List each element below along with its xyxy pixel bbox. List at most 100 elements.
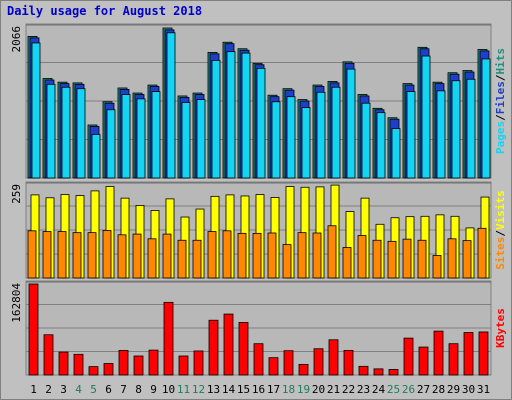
sites-bar-day-27 xyxy=(417,239,427,279)
kbytes-bar-day-8 xyxy=(133,355,144,376)
sites-bar-day-17 xyxy=(267,232,277,279)
pages-bar-day-21 xyxy=(331,86,341,179)
pages-bar-day-6 xyxy=(106,109,116,179)
kbytes-bar-day-7 xyxy=(118,350,129,376)
kbytes-bar-day-13 xyxy=(208,319,219,376)
sites-bar-day-3 xyxy=(57,231,67,279)
pages-bar-day-1 xyxy=(31,42,41,179)
kbytes-bar-day-11 xyxy=(178,355,189,376)
kbytes-bar-day-9 xyxy=(148,349,159,376)
sites-bar-day-25 xyxy=(387,240,397,279)
pages-bar-day-15 xyxy=(241,52,251,179)
x-tick-day-18: 18 xyxy=(282,383,295,396)
kbytes-bar-day-5 xyxy=(88,366,99,376)
kbytes-bar-day-20 xyxy=(313,348,324,376)
visitors-legend-part-2: / xyxy=(494,230,507,237)
chart-title: Daily usage for August 2018 xyxy=(7,4,203,18)
x-tick-day-11: 11 xyxy=(177,383,190,396)
visitors-max-label: 259 xyxy=(10,184,23,204)
sites-bar-day-28 xyxy=(432,255,442,279)
sites-bar-day-20 xyxy=(312,232,322,279)
kbytes-bar-day-15 xyxy=(238,322,249,376)
pages-bar-day-26 xyxy=(406,91,416,179)
kbytes-bar-day-21 xyxy=(328,339,339,376)
x-tick-day-5: 5 xyxy=(90,383,97,396)
x-tick-day-6: 6 xyxy=(105,383,112,396)
pages-bar-day-27 xyxy=(421,55,431,179)
pages-bar-day-13 xyxy=(211,59,221,179)
kbytes-bar-day-31 xyxy=(478,331,489,376)
pages-bar-day-23 xyxy=(361,102,371,179)
x-tick-day-23: 23 xyxy=(357,383,370,396)
pages-bar-day-12 xyxy=(196,99,206,179)
requests-legend-part-1: Pages xyxy=(494,121,507,154)
sites-bar-day-6 xyxy=(102,230,112,279)
kbytes-bar-day-16 xyxy=(253,343,264,376)
x-tick-day-14: 14 xyxy=(222,383,236,396)
x-tick-day-28: 28 xyxy=(432,383,445,396)
pages-bar-day-17 xyxy=(271,101,281,179)
x-tick-day-20: 20 xyxy=(312,383,325,396)
pages-bar-day-25 xyxy=(391,128,401,179)
visitors-legend-part-1: Sites xyxy=(494,237,507,270)
visitors-legend: Sites/Visits xyxy=(494,190,507,270)
pages-bar-day-9 xyxy=(151,91,161,179)
pages-bar-day-24 xyxy=(376,112,386,179)
sites-bar-day-7 xyxy=(117,234,127,279)
kbytes-bar-day-3 xyxy=(58,351,69,376)
kbytes-bar-day-2 xyxy=(43,334,54,376)
kbytes-bar-day-4 xyxy=(73,353,84,376)
kbytes-bar-day-26 xyxy=(403,337,414,376)
pages-bar-day-14 xyxy=(226,51,236,179)
kbytes-bar-day-29 xyxy=(448,343,459,376)
kbytes-bar-day-14 xyxy=(223,313,234,376)
x-tick-day-8: 8 xyxy=(135,383,142,396)
pages-bar-day-7 xyxy=(121,94,131,179)
sites-bar-day-2 xyxy=(42,231,52,279)
kbytes-bar-day-28 xyxy=(433,330,444,376)
sites-bar-day-21 xyxy=(327,225,337,279)
x-tick-day-4: 4 xyxy=(75,383,82,396)
x-tick-day-30: 30 xyxy=(462,383,475,396)
kbytes-bar-day-1 xyxy=(28,283,39,376)
x-tick-day-16: 16 xyxy=(252,383,265,396)
sites-bar-day-23 xyxy=(357,235,367,279)
pages-bar-day-18 xyxy=(286,96,296,179)
pages-bar-day-4 xyxy=(76,88,86,179)
requests-legend-part-3: Files xyxy=(494,81,507,114)
kbytes-bar-day-22 xyxy=(343,350,354,376)
pages-bar-day-29 xyxy=(451,80,461,179)
requests-legend: Pages/Files/Hits xyxy=(494,48,507,154)
kbytes-bar-day-25 xyxy=(388,369,399,376)
x-tick-day-29: 29 xyxy=(447,383,460,396)
sites-bar-day-26 xyxy=(402,238,412,279)
x-tick-day-21: 21 xyxy=(327,383,340,396)
pages-bar-day-28 xyxy=(436,90,446,179)
x-tick-day-12: 12 xyxy=(192,383,205,396)
kbytes-bar-day-17 xyxy=(268,357,279,376)
kbytes-max-label: 162804 xyxy=(10,283,23,323)
x-tick-day-7: 7 xyxy=(120,383,127,396)
pages-bar-day-3 xyxy=(61,86,71,179)
kbytes-bar-day-24 xyxy=(373,368,384,376)
x-tick-day-26: 26 xyxy=(402,383,415,396)
requests-legend-part-2: / xyxy=(494,114,507,121)
kbytes-bar-day-19 xyxy=(298,363,309,376)
pages-bar-day-5 xyxy=(91,134,101,179)
x-tick-day-15: 15 xyxy=(237,383,250,396)
pages-bar-day-20 xyxy=(316,91,326,179)
sites-bar-day-11 xyxy=(177,239,187,279)
kbytes-bar-day-23 xyxy=(358,365,369,376)
sites-bar-day-24 xyxy=(372,239,382,279)
x-tick-day-1: 1 xyxy=(30,383,37,396)
pages-bar-day-10 xyxy=(166,32,176,179)
sites-bar-day-16 xyxy=(252,232,262,279)
x-tick-day-27: 27 xyxy=(417,383,430,396)
kbytes-bar-day-30 xyxy=(463,332,474,376)
x-tick-day-22: 22 xyxy=(342,383,355,396)
sites-bar-day-4 xyxy=(72,232,82,279)
pages-bar-day-31 xyxy=(481,58,491,179)
pages-bar-day-19 xyxy=(301,107,311,179)
